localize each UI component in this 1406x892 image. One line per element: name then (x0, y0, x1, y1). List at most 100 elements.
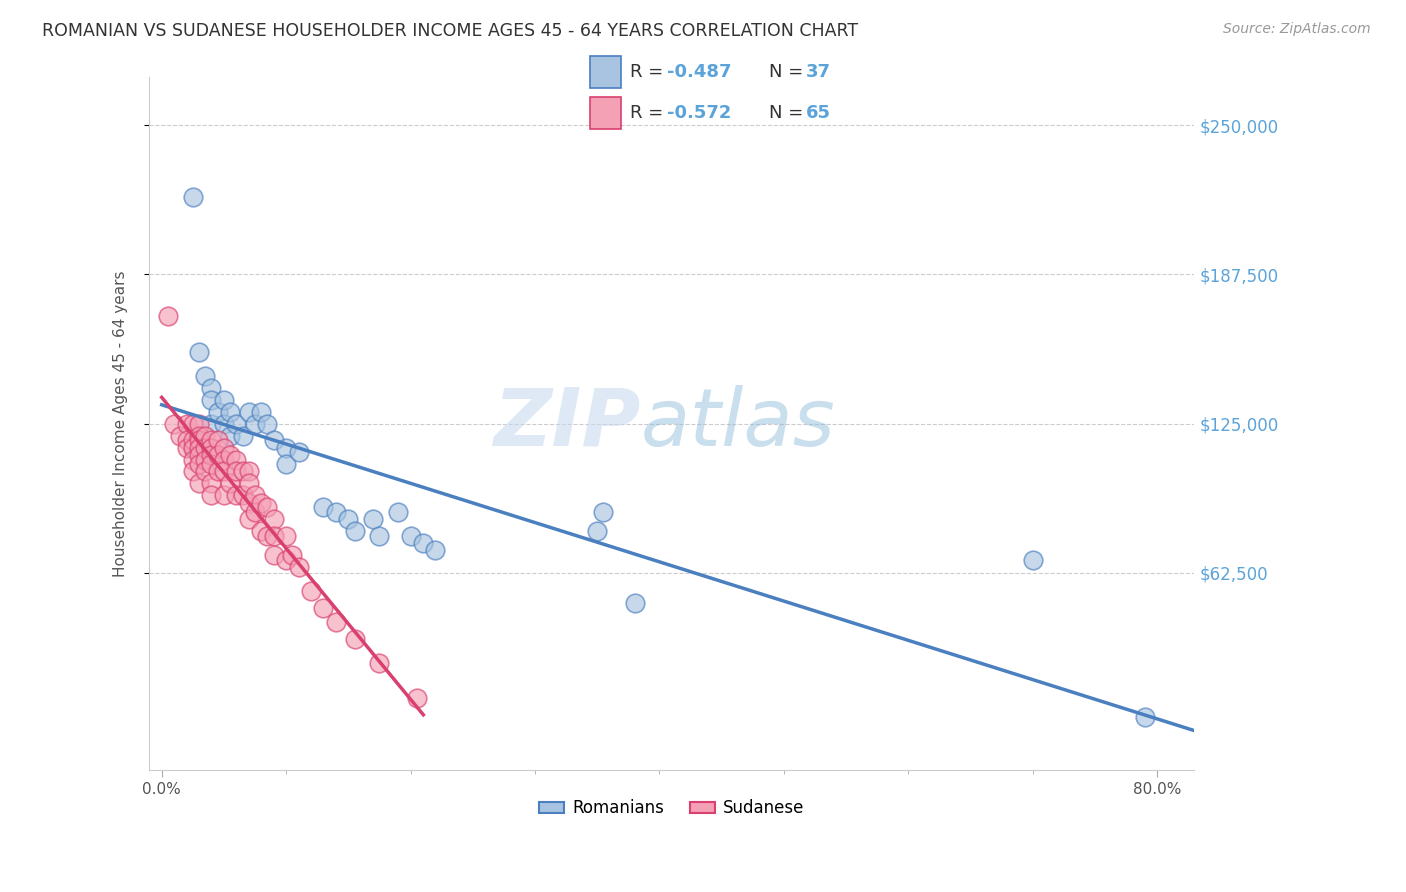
Point (425, 543, 447, 558)
Point (405, 691, 427, 706)
Point (263, 548, 285, 562)
Point (337, 512, 360, 526)
Text: 65: 65 (806, 104, 831, 122)
Text: N =: N = (769, 63, 808, 81)
Point (243, 505, 266, 519)
Text: -0.487: -0.487 (666, 63, 731, 81)
Point (200, 488, 222, 502)
Point (181, 441, 204, 455)
Point (188, 476, 211, 491)
Point (188, 458, 211, 472)
Point (212, 441, 235, 455)
Point (194, 452, 217, 467)
Point (188, 345, 211, 359)
Text: N =: N = (769, 104, 808, 122)
Point (207, 448, 229, 462)
Point (238, 495, 260, 509)
Point (274, 553, 297, 567)
Point (176, 417, 198, 431)
Point (219, 448, 242, 462)
Point (181, 417, 204, 431)
Point (232, 488, 254, 502)
Point (586, 524, 609, 538)
Text: R =: R = (630, 63, 669, 81)
Point (225, 488, 247, 502)
Point (250, 405, 273, 419)
Point (181, 465, 204, 479)
Point (200, 441, 222, 455)
Point (274, 441, 297, 455)
Point (238, 512, 260, 526)
Point (188, 434, 211, 448)
Point (188, 428, 211, 442)
Text: R =: R = (630, 104, 669, 122)
Point (200, 392, 222, 407)
Point (188, 448, 211, 462)
Point (399, 529, 422, 543)
Point (238, 405, 260, 419)
Point (225, 465, 247, 479)
Text: Source: ZipAtlas.com: Source: ZipAtlas.com (1223, 22, 1371, 37)
Point (219, 428, 242, 442)
Point (243, 488, 266, 502)
Point (212, 465, 235, 479)
Legend: Romanians, Sudanese: Romanians, Sudanese (533, 793, 811, 824)
Point (200, 381, 222, 395)
Point (200, 417, 222, 431)
Point (232, 428, 254, 442)
Y-axis label: Householder Income Ages 45 - 64 years: Householder Income Ages 45 - 64 years (114, 270, 128, 577)
Point (256, 500, 278, 515)
Point (368, 656, 391, 670)
Point (181, 452, 204, 467)
Point (312, 600, 335, 615)
Point (181, 190, 204, 204)
Point (263, 434, 285, 448)
Point (176, 434, 198, 448)
Text: ROMANIAN VS SUDANESE HOUSEHOLDER INCOME AGES 45 - 64 YEARS CORRELATION CHART: ROMANIAN VS SUDANESE HOUSEHOLDER INCOME … (42, 22, 858, 40)
Point (156, 310, 179, 324)
Point (225, 452, 247, 467)
Point (188, 417, 211, 431)
Text: atlas: atlas (641, 384, 835, 463)
Point (219, 405, 242, 419)
Point (207, 434, 229, 448)
Point (343, 632, 366, 646)
Point (256, 529, 278, 543)
Point (181, 434, 204, 448)
Point (212, 452, 235, 467)
Point (176, 441, 198, 455)
Point (200, 476, 222, 491)
Point (194, 441, 217, 455)
Point (1021, 553, 1043, 567)
Point (592, 505, 614, 519)
Point (250, 524, 273, 538)
Point (256, 417, 278, 431)
Point (361, 512, 384, 526)
Point (263, 529, 285, 543)
Point (325, 505, 347, 519)
Point (163, 417, 186, 431)
Point (232, 465, 254, 479)
Point (188, 441, 211, 455)
Point (368, 529, 391, 543)
Point (238, 465, 260, 479)
Point (281, 548, 304, 562)
Point (212, 392, 235, 407)
Point (181, 441, 204, 455)
Point (274, 529, 297, 543)
Point (212, 488, 235, 502)
Point (225, 417, 247, 431)
Point (343, 524, 366, 538)
Point (312, 500, 335, 515)
Point (274, 458, 297, 472)
Point (299, 583, 322, 598)
Point (1133, 710, 1156, 724)
Text: ZIP: ZIP (494, 384, 641, 463)
Point (200, 458, 222, 472)
Point (169, 428, 191, 442)
Point (194, 428, 217, 442)
Point (194, 465, 217, 479)
Point (623, 596, 645, 610)
Point (212, 417, 235, 431)
Point (238, 476, 260, 491)
